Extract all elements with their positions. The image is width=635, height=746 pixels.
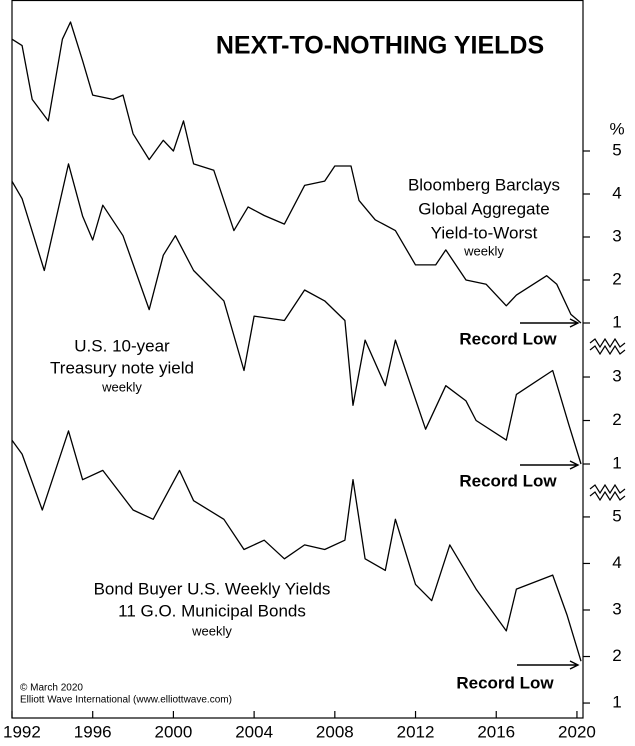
series-label: U.S. 10-year — [74, 336, 170, 355]
y-unit: % — [609, 119, 624, 138]
y-tick-label: 2 — [612, 269, 621, 288]
yield-line — [11, 163, 582, 465]
frequency-label: weekly — [101, 379, 142, 394]
yield-line — [11, 21, 582, 324]
yield-line — [11, 430, 582, 662]
credit: © March 2020 — [20, 683, 83, 694]
x-tick-label: 2004 — [235, 722, 273, 741]
x-tick-label: 1992 — [3, 722, 41, 741]
axis-break — [589, 344, 626, 356]
y-tick-label: 1 — [612, 693, 621, 712]
series-label: Bloomberg Barclays — [408, 175, 560, 194]
y-tick-label: 1 — [612, 453, 621, 472]
chart-title: NEXT-TO-NOTHING YIELDS — [216, 32, 544, 60]
x-tick-label: 2000 — [154, 722, 192, 741]
record-low-label: Record Low — [459, 329, 557, 348]
arrow — [520, 460, 580, 470]
y-tick-label: 1 — [612, 312, 621, 331]
frequency-label: weekly — [191, 623, 232, 638]
plot-frame — [11, 0, 584, 719]
series-label: 11 G.O. Municipal Bonds — [118, 601, 306, 620]
frequency-label: weekly — [463, 243, 504, 258]
x-tick-label: 2020 — [558, 722, 596, 741]
record-low-label: Record Low — [459, 471, 557, 490]
series-label: Global Aggregate — [418, 199, 549, 218]
record-low-label: Record Low — [456, 673, 554, 692]
y-tick-label: 4 — [612, 553, 621, 572]
y-tick-label: 3 — [612, 226, 621, 245]
x-tick-label: 2008 — [316, 722, 354, 741]
series-label: Yield-to-Worst — [431, 223, 538, 242]
arrow — [520, 318, 580, 328]
y-tick-label: 2 — [612, 410, 621, 429]
series-label: Bond Buyer U.S. Weekly Yields — [94, 579, 331, 598]
credit: Elliott Wave International (www.elliottw… — [20, 695, 232, 706]
axis-breaks — [589, 337, 626, 502]
y-tick-label: 2 — [612, 646, 621, 665]
axis-break — [589, 337, 626, 349]
series-label: Treasury note yield — [50, 358, 194, 377]
x-tick-label: 1996 — [74, 722, 112, 741]
y-tick-label: 4 — [612, 183, 621, 202]
x-tick-label: 2012 — [397, 722, 435, 741]
arrow — [517, 660, 580, 670]
y-tick-label: 5 — [612, 140, 621, 159]
x-tick-label: 2016 — [477, 722, 515, 741]
axis-break — [589, 483, 626, 495]
axis-break — [589, 490, 626, 502]
y-tick-label: 3 — [612, 367, 621, 386]
y-tick-label: 3 — [612, 599, 621, 618]
y-tick-label: 5 — [612, 506, 621, 525]
